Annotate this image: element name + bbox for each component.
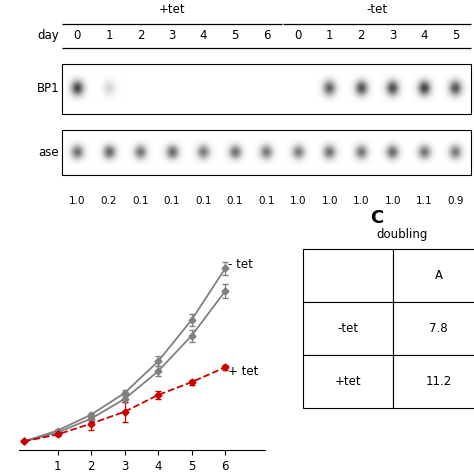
Text: 0: 0 (294, 29, 302, 42)
Text: 4: 4 (200, 29, 207, 42)
Text: 1.0: 1.0 (290, 196, 306, 206)
Text: 1.1: 1.1 (416, 196, 433, 206)
Text: 0.1: 0.1 (258, 196, 275, 206)
Text: 2: 2 (137, 29, 144, 42)
Text: - tet: - tet (228, 258, 253, 271)
Text: -tet: -tet (366, 3, 388, 17)
Text: 0.9: 0.9 (447, 196, 464, 206)
Text: 1.0: 1.0 (353, 196, 370, 206)
Text: doubling: doubling (376, 228, 428, 240)
Text: 0.2: 0.2 (100, 196, 117, 206)
Text: 2: 2 (357, 29, 365, 42)
Text: BP1: BP1 (36, 82, 59, 95)
Text: 1.0: 1.0 (321, 196, 338, 206)
Text: 0.1: 0.1 (164, 196, 180, 206)
Text: C: C (370, 210, 383, 228)
Text: 1.0: 1.0 (69, 196, 86, 206)
Text: 5: 5 (231, 29, 239, 42)
Text: 6: 6 (263, 29, 270, 42)
Text: +tet: +tet (159, 3, 185, 17)
Text: 5: 5 (452, 29, 460, 42)
Bar (62, 130, 471, 175)
Text: day: day (37, 29, 59, 42)
Text: 3: 3 (168, 29, 176, 42)
Text: 0.1: 0.1 (195, 196, 212, 206)
Text: 1: 1 (105, 29, 113, 42)
Text: ase: ase (38, 146, 59, 159)
Text: 0: 0 (73, 29, 81, 42)
Bar (62, 64, 471, 114)
Text: 3: 3 (389, 29, 396, 42)
Text: 1.0: 1.0 (384, 196, 401, 206)
Text: + tet: + tet (228, 365, 258, 378)
Text: 0.1: 0.1 (132, 196, 149, 206)
Text: 4: 4 (420, 29, 428, 42)
Text: 1: 1 (326, 29, 333, 42)
Text: 0.1: 0.1 (227, 196, 243, 206)
